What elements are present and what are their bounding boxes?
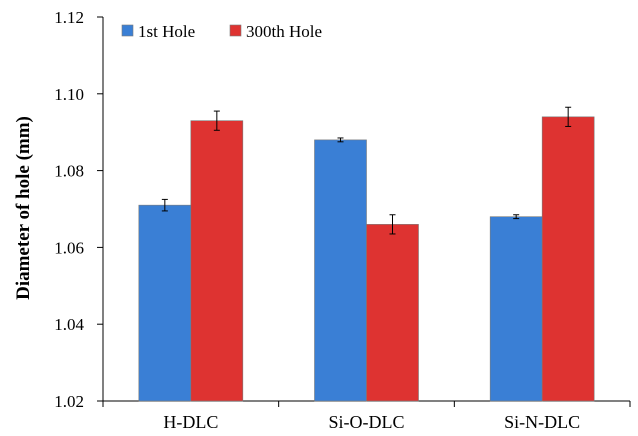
- y-tick-label: 1.04: [54, 315, 84, 334]
- y-tick-label: 1.12: [54, 8, 84, 27]
- bar: [489, 216, 543, 402]
- y-tick-label: 1.06: [54, 238, 84, 257]
- legend-swatch: [121, 24, 134, 37]
- legend-label: 1st Hole: [138, 22, 195, 41]
- bar: [314, 139, 367, 402]
- y-tick-label: 1.02: [54, 392, 84, 411]
- legend-label: 300th Hole: [246, 22, 322, 41]
- x-tick-label: H-DLC: [163, 412, 218, 432]
- x-tick-label: Si-N-DLC: [504, 412, 580, 432]
- y-tick-label: 1.08: [54, 162, 84, 181]
- bar: [541, 116, 595, 402]
- bar: [138, 204, 192, 402]
- bar: [190, 120, 244, 402]
- y-tick-label: 1.10: [54, 85, 84, 104]
- x-tick-label: Si-O-DLC: [329, 412, 405, 432]
- bar: [366, 224, 419, 402]
- y-axis-label: Diameter of hole (mm): [13, 116, 34, 300]
- legend-swatch: [229, 24, 242, 37]
